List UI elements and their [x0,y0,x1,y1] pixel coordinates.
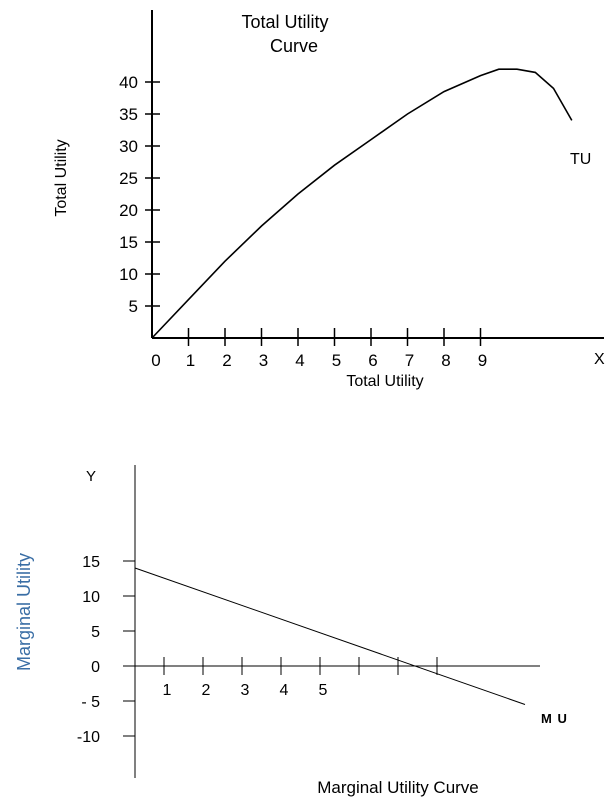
mu-y-tick-label: 5 [91,624,100,641]
tu-title-line-2: Curve [270,36,318,56]
tu-y-tick-label: 30 [119,137,138,156]
mu-title: Marginal Utility Curve [317,778,479,797]
tu-x-tick-label: 1 [186,351,195,370]
mu-x-tick-label: 4 [280,682,289,699]
mu-y-tick-label: 0 [91,659,100,676]
tu-x-tick-label: 8 [441,351,450,370]
mu-x-tick-label: 3 [241,682,250,699]
mu-y-ticks: 15 10 5 0 - 5 -10 [77,554,135,746]
tu-x-tick-label: 6 [368,351,377,370]
mu-y-axis-label: Marginal Utility [14,553,34,671]
tu-y-tick-label: 5 [129,297,138,316]
mu-x-tick-label: 5 [319,682,328,699]
tu-y-tick-label: 40 [119,73,138,92]
tu-x-tick-label: 3 [259,351,268,370]
tu-x-tick-label: 9 [478,351,487,370]
mu-y-tick-label: - 5 [81,694,100,711]
mu-y-tick-label: 15 [82,554,100,571]
tu-x-ticks: 0 1 2 3 4 5 6 7 8 9 [151,328,487,370]
tu-y-tick-label: 35 [119,105,138,124]
tu-x-axis-end-label: X [594,351,605,368]
marginal-utility-chart: Y 15 10 5 0 - 5 -10 1 2 3 4 5 Marginal Utility M … [14,465,568,797]
tu-x-tick-label: 2 [222,351,231,370]
mu-x-tick-label: 2 [202,682,211,699]
tu-y-tick-label: 20 [119,201,138,220]
tu-x-tick-label: 0 [151,351,160,370]
tu-x-tick-label: 7 [405,351,414,370]
mu-y-tick-label: -10 [77,729,100,746]
tu-x-tick-label: 5 [332,351,341,370]
tu-y-axis-label: Total Utility [53,139,70,216]
tu-x-tick-label: 4 [295,351,304,370]
mu-x-tick-label: 1 [163,682,172,699]
tu-curve [151,68,573,339]
mu-line [134,567,526,705]
tu-y-tick-label: 25 [119,169,138,188]
tu-series-label: TU [570,151,591,168]
mu-x-ticks: 1 2 3 4 5 [163,657,438,699]
tu-x-axis-label: Total Utility [346,373,423,390]
mu-y-axis-top-label: Y [86,468,96,485]
tu-y-tick-label: 10 [119,265,138,284]
mu-y-tick-label: 10 [82,589,100,606]
mu-series-label: M U [541,711,568,726]
tu-y-ticks: 5 10 15 20 25 30 35 40 [119,73,160,316]
tu-title-line-1: Total Utility [241,12,328,32]
tu-y-tick-label: 15 [119,233,138,252]
